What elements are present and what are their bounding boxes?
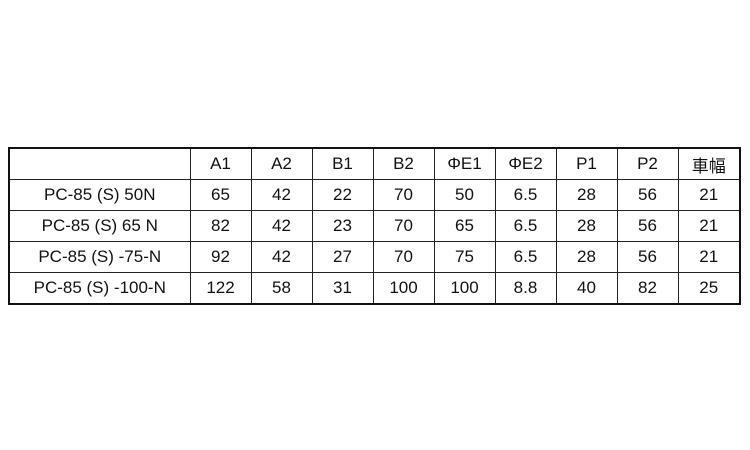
value-cell: ΦE1 xyxy=(433,147,496,180)
value-cell: 車幅 xyxy=(677,147,741,180)
value-cell: 42 xyxy=(250,179,313,211)
value-cell: 65 xyxy=(433,210,496,242)
value-cell: 21 xyxy=(677,179,741,211)
value-cell: 75 xyxy=(433,241,496,273)
value-cell: 25 xyxy=(677,272,741,305)
row-label-cell: PC-85 (S) 50N xyxy=(8,179,191,211)
row-label-cell: PC-85 (S) -75-N xyxy=(8,241,191,273)
value-cell: 28 xyxy=(555,241,618,273)
value-cell: 40 xyxy=(555,272,618,305)
value-cell: A2 xyxy=(250,147,313,180)
value-cell: 56 xyxy=(616,241,679,273)
value-cell: 6.5 xyxy=(494,210,557,242)
value-cell: 8.8 xyxy=(494,272,557,305)
value-cell: 50 xyxy=(433,179,496,211)
value-cell: 31 xyxy=(311,272,374,305)
value-cell: 65 xyxy=(189,179,252,211)
value-cell: 6.5 xyxy=(494,179,557,211)
value-cell: 42 xyxy=(250,241,313,273)
value-cell: ΦE2 xyxy=(494,147,557,180)
table-row: PC-85 (S) 50N 65 42 22 70 50 6.5 28 56 21 xyxy=(8,179,741,211)
value-cell: 21 xyxy=(677,241,741,273)
table-row: PC-85 (S) 65 N 82 42 23 70 65 6.5 28 56 21 xyxy=(8,210,741,242)
value-cell: 27 xyxy=(311,241,374,273)
header-row: A1 A2 B1 B2 ΦE1 ΦE2 P1 P2 車幅 xyxy=(8,147,741,180)
value-cell: 70 xyxy=(372,179,435,211)
table-row: PC-85 (S) -100-N 122 58 31 100 100 8.8 40 82 25 xyxy=(8,272,741,305)
value-cell: 56 xyxy=(616,210,679,242)
value-cell: 28 xyxy=(555,210,618,242)
value-cell: 21 xyxy=(677,210,741,242)
value-cell: 92 xyxy=(189,241,252,273)
value-cell: B2 xyxy=(372,147,435,180)
value-cell: 22 xyxy=(311,179,374,211)
value-cell: A1 xyxy=(189,147,252,180)
value-cell: 70 xyxy=(372,210,435,242)
row-label-cell xyxy=(8,147,191,180)
table-row: PC-85 (S) -75-N 92 42 27 70 75 6.5 28 56 21 xyxy=(8,241,741,273)
row-label-cell: PC-85 (S) 65 N xyxy=(8,210,191,242)
value-cell: 56 xyxy=(616,179,679,211)
value-cell: 82 xyxy=(616,272,679,305)
value-cell: 6.5 xyxy=(494,241,557,273)
value-cell: B1 xyxy=(311,147,374,180)
value-cell: 58 xyxy=(250,272,313,305)
value-cell: 70 xyxy=(372,241,435,273)
value-cell: 82 xyxy=(189,210,252,242)
value-cell: 100 xyxy=(372,272,435,305)
value-cell: P1 xyxy=(555,147,618,180)
row-label-cell: PC-85 (S) -100-N xyxy=(8,272,191,305)
spec-table: A1 A2 B1 B2 ΦE1 ΦE2 P1 P2 車幅 PC-85 (S) 50N 65 42 22 7… xyxy=(8,147,741,305)
value-cell: 23 xyxy=(311,210,374,242)
value-cell: 42 xyxy=(250,210,313,242)
value-cell: 28 xyxy=(555,179,618,211)
value-cell: 122 xyxy=(189,272,252,305)
value-cell: P2 xyxy=(616,147,679,180)
value-cell: 100 xyxy=(433,272,496,305)
